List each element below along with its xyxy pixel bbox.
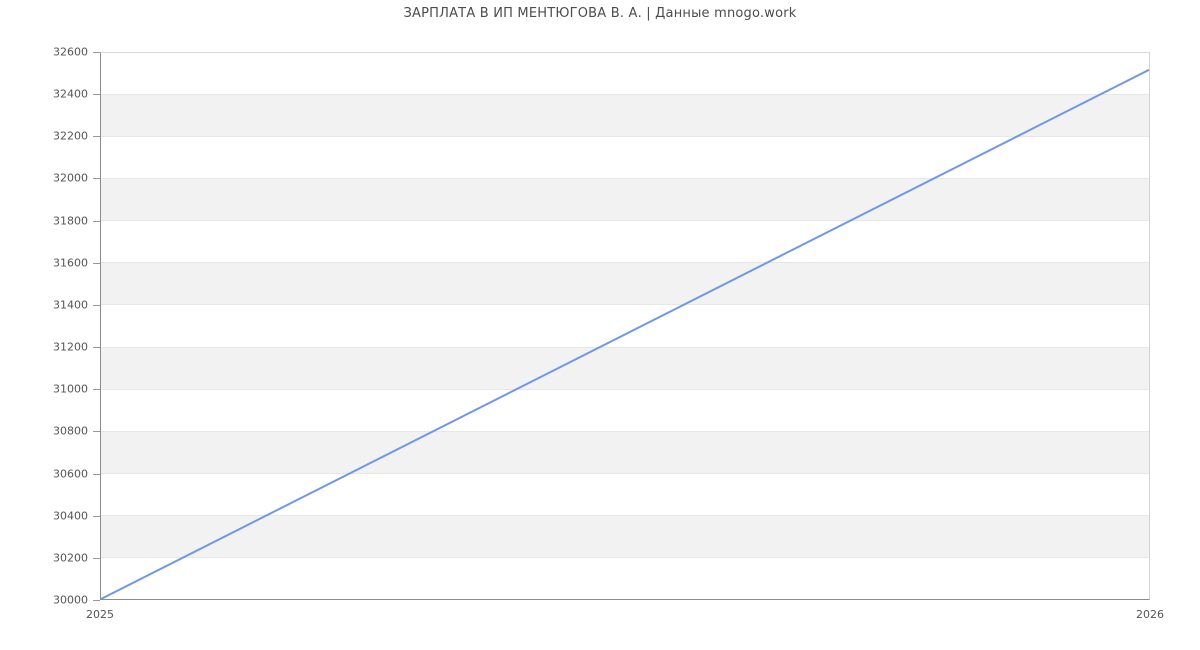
y-axis-tick-label: 31800 — [53, 214, 88, 228]
y-axis-tick-label: 31600 — [53, 256, 88, 270]
x-axis-tick-label: 2026 — [1136, 608, 1164, 621]
y-axis-tick-mark — [93, 304, 100, 306]
grid-band — [101, 179, 1149, 222]
grid-band — [101, 95, 1149, 138]
y-axis-tick-label: 32000 — [53, 171, 88, 185]
y-axis-tick-mark — [93, 262, 100, 264]
y-axis-tick-label: 30400 — [53, 509, 88, 523]
y-axis-tick-mark — [93, 52, 100, 53]
y-axis-tick-mark — [93, 220, 100, 222]
chart-title: ЗАРПЛАТА В ИП МЕНТЮГОВА В. А. | Данные m… — [403, 6, 797, 21]
grid-bands — [101, 53, 1149, 599]
grid-band — [101, 474, 1149, 516]
y-axis-tick-mark — [93, 136, 100, 138]
y-axis-tick-mark — [93, 600, 100, 601]
grid-band — [101, 305, 1149, 348]
grid-band — [101, 137, 1149, 180]
y-axis-tick-mark — [93, 515, 100, 517]
grid-band — [101, 515, 1149, 558]
grid-band — [101, 263, 1149, 306]
y-axis-tick-mark — [93, 94, 100, 96]
salary-line — [100, 68, 1150, 600]
grid-band — [101, 431, 1149, 474]
grid-band — [101, 390, 1149, 432]
y-axis-tick-mark — [93, 347, 100, 349]
grid-band — [101, 347, 1149, 390]
y-axis-tick-label: 30600 — [53, 467, 88, 481]
x-axis-tick-label: 2025 — [86, 608, 114, 621]
grid-band — [101, 221, 1149, 264]
grid-band — [101, 53, 1149, 96]
y-axis-tick-mark — [93, 389, 100, 391]
y-axis-tick-label: 31200 — [53, 340, 88, 354]
y-axis-tick-label: 31400 — [53, 298, 88, 312]
line-series-svg — [100, 68, 1150, 600]
y-axis-tick-mark — [93, 473, 100, 475]
y-axis-tick-mark — [93, 178, 100, 180]
y-axis-tick-label: 31000 — [53, 382, 88, 396]
y-axis-tick-label: 30800 — [53, 424, 88, 438]
y-axis-tick-mark — [93, 557, 100, 559]
y-axis-tick-label: 32200 — [53, 129, 88, 143]
y-axis-tick-label: 32400 — [53, 87, 88, 101]
plot-area — [100, 52, 1150, 600]
y-axis-tick-label: 32600 — [53, 45, 88, 59]
y-axis-tick-label: 30000 — [53, 593, 88, 607]
y-axis-tick-label: 30200 — [53, 551, 88, 565]
y-axis-tick-mark — [93, 431, 100, 433]
